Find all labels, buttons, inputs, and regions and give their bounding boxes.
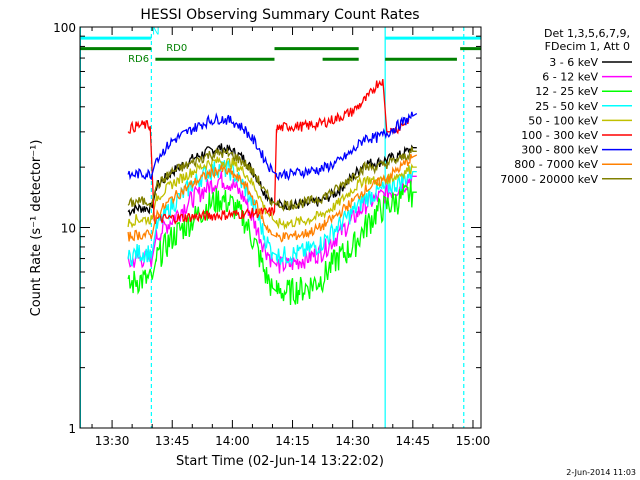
x-tick-label: 14:15 <box>275 434 310 448</box>
x-tick-label: 13:30 <box>95 434 130 448</box>
x-tick-label: 14:45 <box>396 434 431 448</box>
footer-date: 2-Jun-2014 11:03 <box>566 468 636 477</box>
annotations: N RD0 RD6 <box>128 26 187 65</box>
y-tick-label: 10 <box>61 222 76 236</box>
axis-ticks: 13:30 13:45 14:00 14:15 14:30 14:45 15:00 1 10 10… <box>53 21 490 448</box>
chart-title: HESSI Observing Summary Count Rates <box>140 7 419 23</box>
flag-annotation-rd6: RD6 <box>128 54 149 65</box>
flag-bars <box>80 36 481 61</box>
legend-label-8: 7000 - 20000 keV <box>500 173 598 186</box>
legend-label-5: 100 - 300 keV <box>521 129 598 142</box>
y-tick-label: 100 <box>53 21 76 35</box>
legend-label-7: 800 - 7000 keV <box>514 158 598 171</box>
series-line-7 <box>127 153 418 243</box>
flag-annotation-n: N <box>152 26 159 37</box>
x-tick-label: 13:45 <box>155 434 190 448</box>
legend-header-line-2: FDecim 1, Att 0 <box>545 40 630 53</box>
series-line-5 <box>127 78 410 225</box>
legend-header-line-1: Det 1,3,5,6,7,9, <box>544 27 630 40</box>
x-tick-label: 15:00 <box>456 434 491 448</box>
x-tick-label: 14:30 <box>335 434 370 448</box>
series-line-3 <box>127 159 417 267</box>
legend-label-4: 50 - 100 keV <box>528 114 598 127</box>
legend: Det 1,3,5,6,7,9, FDecim 1, Att 0 3 - 6 k… <box>500 27 632 186</box>
series-line-2 <box>127 180 417 306</box>
series-line-6 <box>127 111 418 182</box>
series-lines <box>127 78 418 306</box>
legend-label-1: 6 - 12 keV <box>542 71 598 84</box>
y-axis-label: Count Rate (s⁻¹ detector⁻¹) <box>29 140 44 317</box>
x-tick-label: 14:00 <box>215 434 250 448</box>
flag-annotation-rd0: RD0 <box>166 43 187 54</box>
x-axis-label: Start Time (02-Jun-14 13:22:02) <box>176 454 384 469</box>
series-line-8 <box>127 146 417 212</box>
legend-label-2: 12 - 25 keV <box>535 85 598 98</box>
y-tick-label: 1 <box>68 422 76 436</box>
vertical-marker-lines <box>79 27 465 428</box>
legend-label-0: 3 - 6 keV <box>549 56 598 69</box>
legend-label-3: 25 - 50 keV <box>535 100 598 113</box>
series-line-1 <box>127 171 417 274</box>
legend-label-6: 300 - 800 keV <box>521 144 598 157</box>
plot-frame <box>79 26 482 429</box>
